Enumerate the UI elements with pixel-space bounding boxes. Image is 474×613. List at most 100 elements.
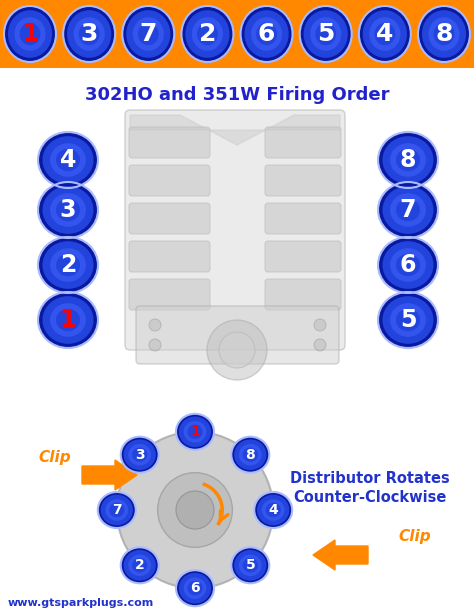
Ellipse shape [182,6,233,62]
Text: 4: 4 [60,148,76,172]
Text: 2: 2 [199,22,216,46]
Ellipse shape [234,550,266,581]
Text: Clip: Clip [399,530,431,544]
Ellipse shape [50,303,86,337]
Ellipse shape [231,436,269,473]
Ellipse shape [183,421,206,443]
Text: 4: 4 [376,22,393,46]
Text: 3: 3 [60,198,76,222]
Ellipse shape [126,10,170,58]
Ellipse shape [187,581,202,595]
Circle shape [149,319,161,331]
FancyBboxPatch shape [265,127,341,158]
Ellipse shape [50,193,86,227]
Ellipse shape [265,503,281,517]
Text: 302HO and 351W Firing Order: 302HO and 351W Firing Order [85,86,389,104]
Ellipse shape [124,550,156,581]
Ellipse shape [43,241,93,289]
FancyBboxPatch shape [265,241,341,272]
Ellipse shape [239,555,262,576]
Text: 1: 1 [60,308,76,332]
Ellipse shape [300,6,352,62]
Ellipse shape [390,248,426,282]
FancyBboxPatch shape [136,306,339,364]
Circle shape [207,320,267,380]
Ellipse shape [176,414,214,450]
Text: 8: 8 [435,22,453,46]
Ellipse shape [434,23,455,45]
Ellipse shape [369,17,401,51]
Ellipse shape [245,10,289,58]
Text: 8: 8 [400,148,416,172]
Polygon shape [130,115,340,145]
FancyBboxPatch shape [129,165,210,196]
Ellipse shape [121,436,159,473]
Text: 7: 7 [400,198,416,222]
Ellipse shape [43,296,93,344]
Ellipse shape [179,416,211,447]
Ellipse shape [257,495,289,525]
Ellipse shape [234,440,266,470]
Text: 1: 1 [190,425,200,439]
Ellipse shape [8,10,52,58]
Ellipse shape [50,143,86,177]
Text: Clip: Clip [39,449,71,465]
Ellipse shape [56,199,80,221]
Ellipse shape [378,292,438,348]
Ellipse shape [383,296,434,344]
Ellipse shape [383,136,434,184]
FancyBboxPatch shape [129,127,210,158]
Circle shape [219,332,255,368]
Circle shape [176,491,214,529]
Ellipse shape [79,23,100,45]
Ellipse shape [251,17,282,51]
Ellipse shape [132,447,147,462]
Ellipse shape [418,6,470,62]
Text: 3: 3 [135,447,145,462]
Ellipse shape [176,570,214,606]
Ellipse shape [428,17,460,51]
Ellipse shape [185,10,229,58]
Circle shape [157,473,232,547]
Ellipse shape [304,10,348,58]
Text: 1: 1 [21,22,39,46]
Ellipse shape [383,186,434,234]
Ellipse shape [56,149,80,171]
FancyBboxPatch shape [265,279,341,310]
Text: Distributor Rotates
Counter-Clockwise: Distributor Rotates Counter-Clockwise [290,471,450,505]
FancyBboxPatch shape [125,110,345,350]
Circle shape [149,339,161,351]
Ellipse shape [187,425,202,439]
Text: 5: 5 [317,22,334,46]
Ellipse shape [67,10,111,58]
Ellipse shape [133,17,164,51]
Circle shape [314,339,326,351]
Text: 6: 6 [258,22,275,46]
Ellipse shape [363,10,407,58]
Ellipse shape [422,10,466,58]
Ellipse shape [254,492,292,528]
Ellipse shape [105,499,128,521]
Circle shape [314,319,326,331]
Ellipse shape [374,23,395,45]
Ellipse shape [390,193,426,227]
Ellipse shape [197,23,218,45]
Ellipse shape [100,495,133,525]
Ellipse shape [38,132,98,188]
FancyBboxPatch shape [265,165,341,196]
Text: www.gtsparkplugs.com: www.gtsparkplugs.com [8,598,154,608]
Text: 4: 4 [268,503,278,517]
Ellipse shape [192,17,223,51]
Ellipse shape [396,199,420,221]
Ellipse shape [122,6,174,62]
FancyBboxPatch shape [129,279,210,310]
Circle shape [117,432,273,588]
Ellipse shape [239,444,262,465]
Ellipse shape [179,573,211,604]
Ellipse shape [138,23,159,45]
Ellipse shape [390,303,426,337]
Ellipse shape [378,132,438,188]
Ellipse shape [124,440,156,470]
Ellipse shape [73,17,105,51]
FancyBboxPatch shape [265,203,341,234]
